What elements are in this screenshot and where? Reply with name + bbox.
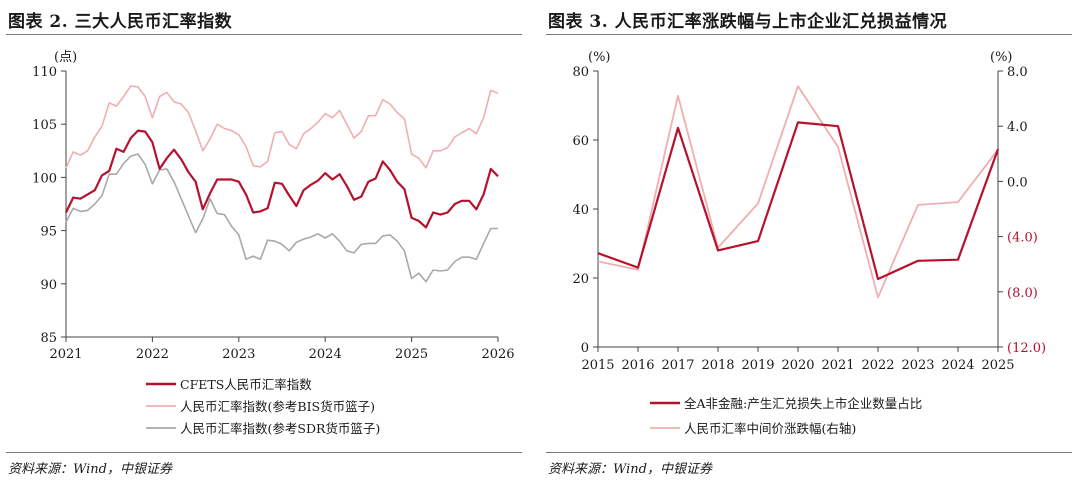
title-divider	[6, 34, 522, 35]
right-axis-unit-label: (%)	[990, 50, 1013, 65]
source-note: 资料来源：Wind，中银证券	[8, 462, 172, 477]
x-tick-label: 2023	[222, 347, 255, 362]
x-tick-label: 2025	[395, 347, 428, 362]
right-y-tick-label: (4.0)	[1007, 231, 1038, 246]
x-tick-label: 2018	[701, 358, 734, 373]
title-divider	[546, 34, 1072, 35]
x-tick-label: 2022	[861, 358, 894, 373]
chart-panel-fx-loss: 图表 3. 人民币汇率涨跌幅与上市企业汇兑损益情况 (%) (%) 0 20 40 6…	[540, 0, 1080, 483]
y-tick-label: 85	[40, 331, 57, 346]
left-y-tick-label: 0	[581, 341, 589, 356]
rmb-index-line-chart: (点) 85 90 95 100 105 110 2021 2022 2023 2024 2025 2…	[32, 50, 514, 436]
legend-label: 全A非金融:产生汇兑损失上市企业数量占比	[684, 396, 922, 411]
series-line-1	[65, 85, 499, 169]
fx-loss-dual-axis-chart: (%) (%) 0 20 40 60 80 (12.0) (8.0) (4.0) 0.0 4.0 8…	[572, 50, 1046, 436]
x-tick-label: 2024	[309, 347, 342, 362]
x-tick-label: 2016	[621, 358, 654, 373]
x-tick-label: 2015	[581, 358, 614, 373]
source-divider	[6, 452, 522, 453]
series-line-0	[65, 129, 499, 229]
right-y-tick-label: 0.0	[1007, 175, 1028, 190]
y-tick-label: 105	[32, 118, 57, 133]
source-divider	[546, 452, 1072, 453]
series-line-1	[597, 85, 999, 299]
chart-panel-rmb-index: 图表 2. 三大人民币汇率指数 (点) 85 90 95 100 105 110 2021 2…	[0, 0, 530, 483]
x-tick-label: 2025	[981, 358, 1014, 373]
right-y-tick-label: 4.0	[1007, 120, 1028, 135]
left-y-tick-label: 60	[572, 134, 589, 149]
y-tick-label: 110	[32, 65, 57, 80]
y-tick-label: 100	[32, 171, 57, 186]
left-axis-unit-label: (%)	[588, 50, 611, 65]
x-tick-label: 2026	[481, 347, 514, 362]
left-y-tick-label: 20	[572, 272, 589, 287]
left-y-tick-label: 80	[572, 65, 589, 80]
series-line-2	[65, 153, 498, 283]
chart-title: 图表 3. 人民币汇率涨跌幅与上市企业汇兑损益情况	[548, 12, 948, 32]
legend-label: 人民币汇率中间价涨跌幅(右轴)	[684, 421, 856, 436]
x-tick-label: 2019	[741, 358, 774, 373]
x-tick-label: 2024	[941, 358, 974, 373]
y-tick-label: 95	[40, 225, 57, 240]
right-y-tick-label: (8.0)	[1007, 286, 1038, 301]
chart-title: 图表 2. 三大人民币汇率指数	[8, 12, 233, 32]
left-y-tick-label: 40	[572, 203, 589, 218]
right-y-tick-label: (12.0)	[1007, 341, 1046, 356]
x-tick-label: 2020	[781, 358, 814, 373]
x-tick-label: 2017	[661, 358, 694, 373]
series-line-0	[597, 121, 1000, 281]
legend-label: 人民币汇率指数(参考SDR货币篮子)	[180, 421, 380, 436]
right-y-tick-label: 8.0	[1007, 65, 1028, 80]
x-tick-label: 2021	[821, 358, 854, 373]
source-note: 资料来源：Wind，中银证券	[548, 462, 712, 477]
y-axis-unit-label: (点)	[54, 50, 77, 65]
legend-label: 人民币汇率指数(参考BIS货币篮子)	[180, 399, 375, 414]
y-tick-label: 90	[40, 278, 57, 293]
x-tick-label: 2023	[901, 358, 934, 373]
x-tick-label: 2022	[136, 347, 169, 362]
legend-label: CFETS人民币汇率指数	[180, 377, 312, 392]
x-tick-label: 2021	[49, 347, 82, 362]
